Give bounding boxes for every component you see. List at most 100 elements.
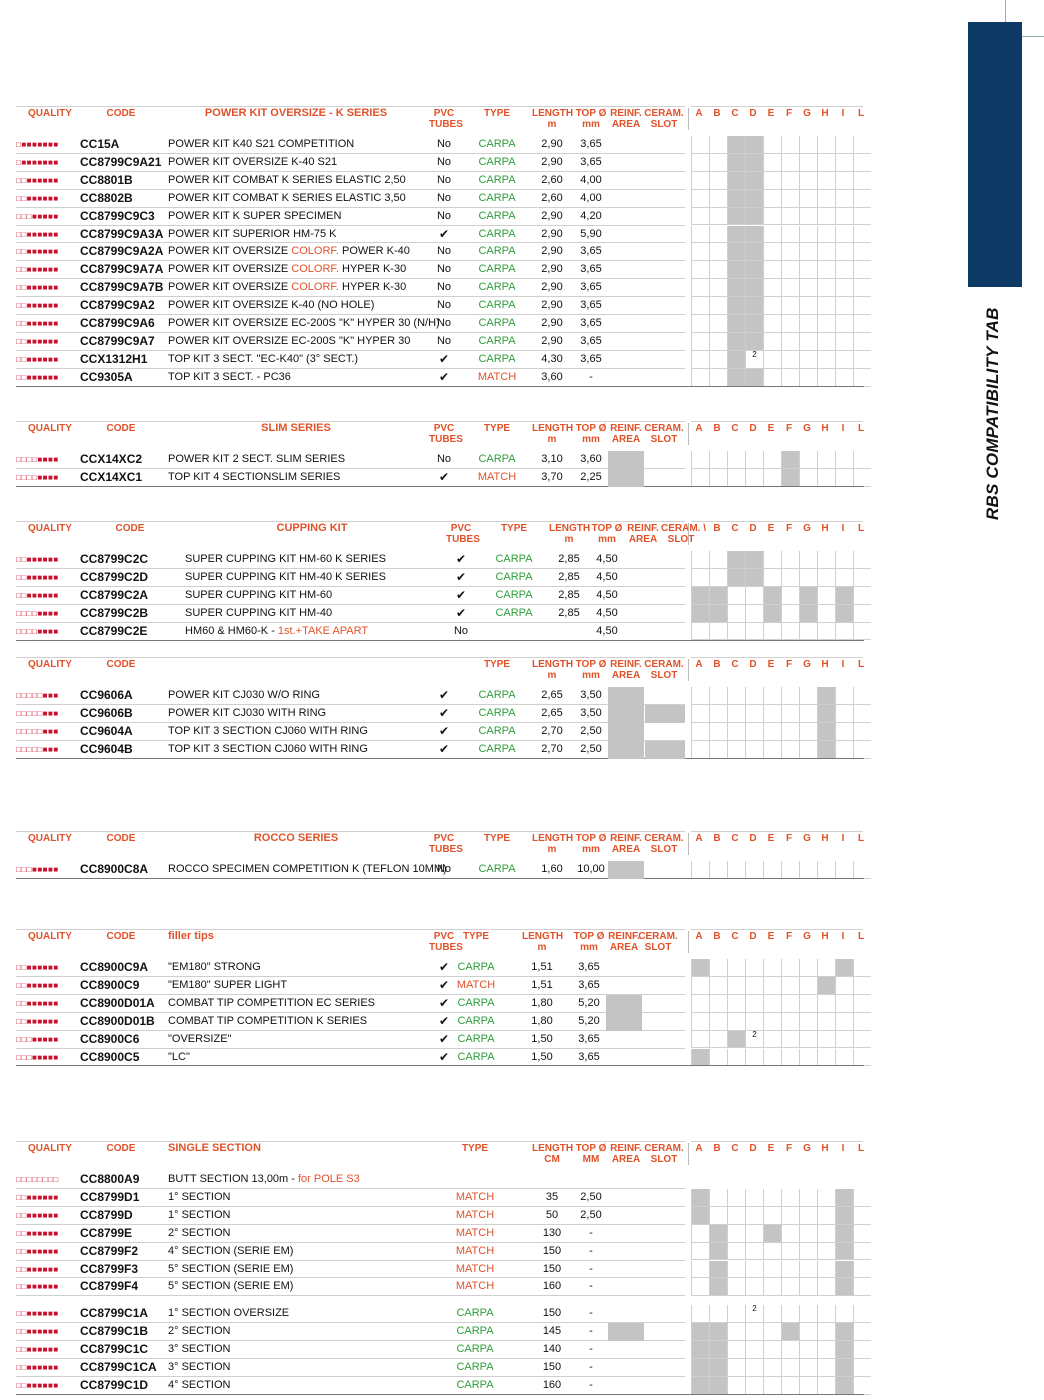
part-code: CC9606B	[80, 705, 133, 720]
part-description: POWER KIT SUPERIOR HM-75 K	[168, 227, 337, 240]
compat-cell-B	[709, 722, 727, 741]
compat-letter-E: E	[767, 108, 775, 119]
table-row: □□□□□■■■ CC9606B POWER KIT CJ030 WITH RING…	[0, 705, 1044, 722]
length-value: 2,90	[541, 138, 563, 150]
compat-letter-C: C	[731, 423, 739, 434]
check-icon: ✔	[438, 351, 450, 366]
length-value: 2,60	[541, 173, 563, 186]
compat-cell-C	[727, 1188, 745, 1207]
ceram-header-line: SLOT	[667, 534, 695, 545]
compat-cell-D	[745, 1242, 763, 1261]
part-code: CCX1312H1	[80, 351, 148, 366]
compat-letter-I: I	[841, 931, 845, 942]
compat-cell-B	[709, 297, 727, 315]
reinf-header-line: REINF.	[610, 108, 642, 119]
quality-indicator: □□□■■■■■	[16, 211, 59, 221]
ceram-header-line: CERAM. \	[661, 523, 706, 534]
pvc-value: No	[436, 299, 452, 312]
compat-cell-A	[691, 297, 709, 315]
compat-cell-D	[745, 1206, 763, 1225]
type-value: CARPA	[478, 299, 516, 312]
compat-cell-E	[763, 704, 781, 723]
compat-letter-I: I	[841, 833, 845, 844]
compat-letter-E: E	[767, 659, 775, 670]
part-description: "EM180" STRONG	[168, 961, 261, 973]
reinf-area-fill	[608, 1323, 644, 1342]
length-value: 2,90	[541, 334, 563, 347]
compat-letter-G: G	[803, 523, 811, 534]
type-value: MATCH	[455, 1262, 495, 1275]
reinf-header-line: REINF.	[610, 1143, 642, 1154]
quality-indicator: □□■■■■■■	[16, 1192, 59, 1202]
header-rule	[691, 929, 863, 930]
top-diameter-value: 3,65	[580, 155, 602, 168]
compat-cell-B	[709, 622, 727, 641]
compat-cell-I	[835, 1012, 853, 1031]
compat-letter-E: E	[767, 423, 775, 434]
compat-cell-A	[691, 586, 709, 605]
ceram-header-line: SLOT	[650, 670, 678, 681]
part-description: POWER KIT K40 S21 COMPETITION	[168, 138, 355, 150]
compat-cell-F	[781, 243, 799, 262]
row-rule	[16, 1295, 685, 1297]
compat-cell-B	[709, 332, 727, 351]
part-description: POWER KIT OVERSIZE EC-200S "K" HYPER 30	[168, 334, 411, 347]
compat-letter-I: I	[841, 523, 845, 534]
check-icon: ✔	[438, 1013, 450, 1028]
compat-letter-D: D	[749, 523, 757, 534]
top-diameter-header-line: TOP Ø	[575, 423, 607, 434]
compat-cell-A	[691, 136, 709, 154]
section-title: POWER KIT OVERSIZE - K SERIES	[204, 107, 388, 119]
pvc-header-line: TUBES	[429, 844, 463, 855]
compat-letter-I: I	[841, 1143, 845, 1154]
compat-cell-D	[745, 551, 763, 569]
length-header-line: m	[564, 534, 574, 545]
quality-indicator: □□■■■■■■	[16, 1345, 59, 1355]
compat-cell-E	[763, 1359, 781, 1377]
compat-cell-A	[691, 1323, 709, 1342]
quality-indicator: □□□□■■■■	[16, 608, 59, 618]
compat-cell-F	[781, 1323, 799, 1342]
compat-cell-C	[727, 1359, 745, 1377]
compat-cell-I	[835, 1188, 853, 1207]
part-description: SUPER CUPPING KIT HM-40 K SERIES	[185, 570, 386, 583]
compat-cell-G	[799, 604, 817, 623]
length-value: 2,65	[541, 706, 563, 719]
reinf-area-fill	[608, 861, 644, 879]
type-value: CARPA	[456, 1325, 494, 1338]
compat-cell-B	[709, 1188, 727, 1207]
table-row: □□□■■■■■ CC8799C9C3 POWER KIT K SUPER SPEC…	[0, 208, 1044, 225]
table-row: □□■■■■■■ CC8799C1D 4° SECTION CARPA 160 -	[0, 1377, 1044, 1394]
compat-cell-A	[691, 350, 709, 369]
compat-cell-B	[709, 1224, 727, 1243]
compat-cell-E	[763, 976, 781, 995]
top-diameter-value: -	[589, 1244, 593, 1257]
compat-cell-A	[691, 687, 709, 705]
row-rule	[16, 188, 685, 190]
description-text: POWER KIT OVERSIZE	[168, 281, 292, 294]
compat-letter-C: C	[731, 659, 739, 670]
compat-cell-H	[817, 1188, 835, 1207]
compat-cell-L	[853, 297, 871, 315]
length-header: LENGTH m	[532, 423, 573, 445]
description-text: POWER KIT OVERSIZE	[168, 245, 292, 258]
part-code: CC8799C1D	[80, 1377, 149, 1392]
type-value: CARPA	[495, 553, 533, 565]
compat-cell-H	[817, 1206, 835, 1225]
reinf-area-fill	[608, 468, 644, 487]
part-description: COMBAT TIP COMPETITION EC SERIES	[168, 996, 375, 1009]
compat-cell-F	[781, 368, 799, 387]
compat-cell-A	[691, 1305, 709, 1324]
compat-cell-G	[799, 297, 817, 315]
compat-cell-H	[817, 315, 835, 333]
length-value: 2,85	[558, 606, 580, 619]
reinf-area-fill	[608, 740, 644, 759]
compat-cell-F	[781, 1188, 799, 1207]
quality-indicator: □□□□□■■■	[16, 691, 59, 700]
compat-cell-B	[709, 225, 727, 244]
compat-cell-E	[763, 243, 781, 262]
ceram-header-line: CERAM.	[644, 1143, 684, 1154]
pvc-header-line: PVC	[433, 423, 455, 434]
table-row: □□■■■■■■ CC8900D01A COMBAT TIP COMPETITION…	[0, 995, 1044, 1012]
